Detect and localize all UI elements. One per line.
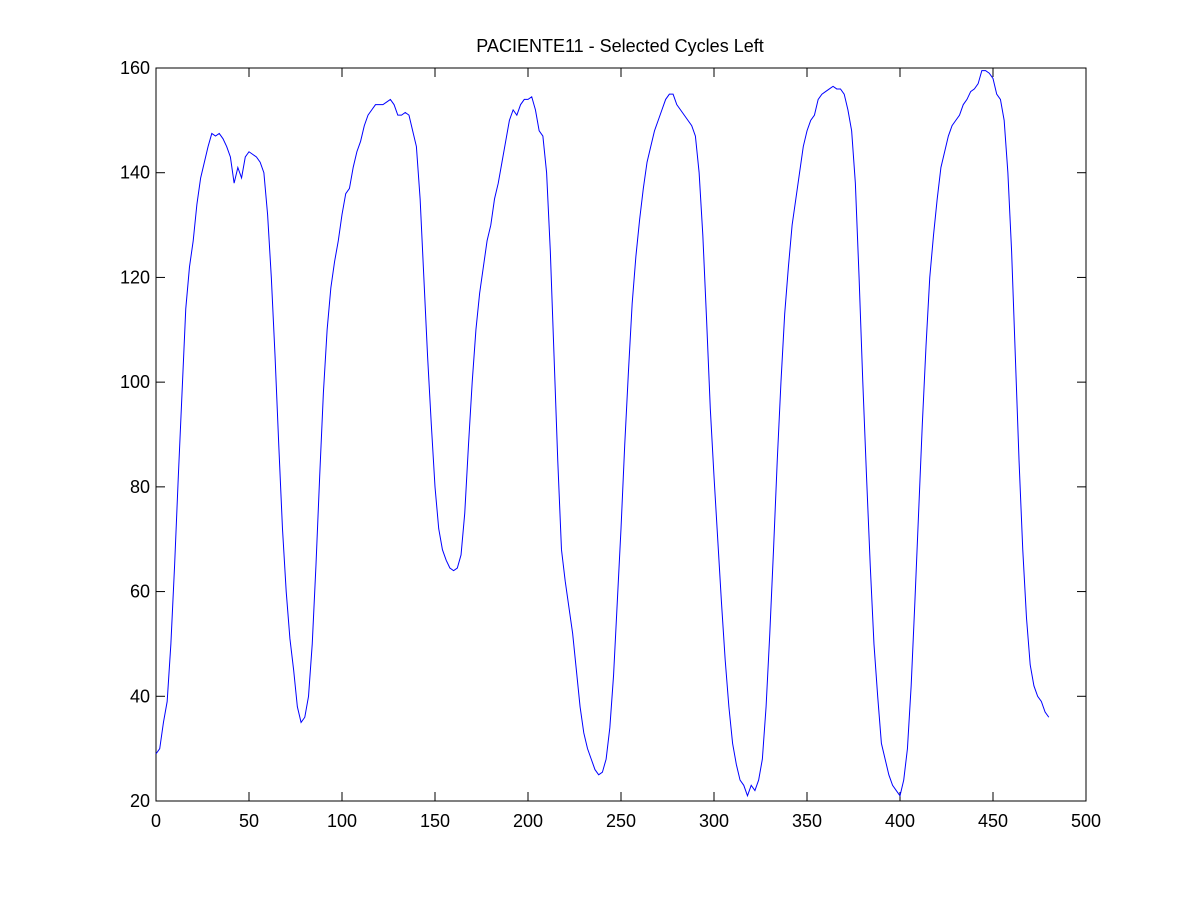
x-tick-label: 0	[151, 811, 161, 831]
x-tick-label: 200	[513, 811, 543, 831]
y-tick-label: 40	[130, 686, 150, 706]
y-tick-label: 80	[130, 477, 150, 497]
x-tick-label: 350	[792, 811, 822, 831]
y-tick-label: 120	[120, 267, 150, 287]
x-axis: 0 50 100 150 200 250 300 350 400 450 500	[151, 68, 1101, 831]
y-axis: 20 40 60 80 100 120 140 160	[120, 58, 1086, 811]
x-tick-label: 450	[978, 811, 1008, 831]
y-tick-label: 160	[120, 58, 150, 78]
y-tick-label: 20	[130, 791, 150, 811]
x-tick-label: 250	[606, 811, 636, 831]
y-tick-label: 140	[120, 163, 150, 183]
y-tick-label: 100	[120, 372, 150, 392]
x-tick-label: 300	[699, 811, 729, 831]
y-tick-label: 60	[130, 582, 150, 602]
x-tick-label: 50	[239, 811, 259, 831]
x-tick-label: 100	[327, 811, 357, 831]
x-tick-label: 150	[420, 811, 450, 831]
chart-title: PACIENTE11 - Selected Cycles Left	[476, 36, 763, 56]
series-line	[155, 70, 1050, 798]
plot-area	[155, 67, 1087, 802]
x-tick-label: 500	[1071, 811, 1101, 831]
x-tick-label: 400	[885, 811, 915, 831]
